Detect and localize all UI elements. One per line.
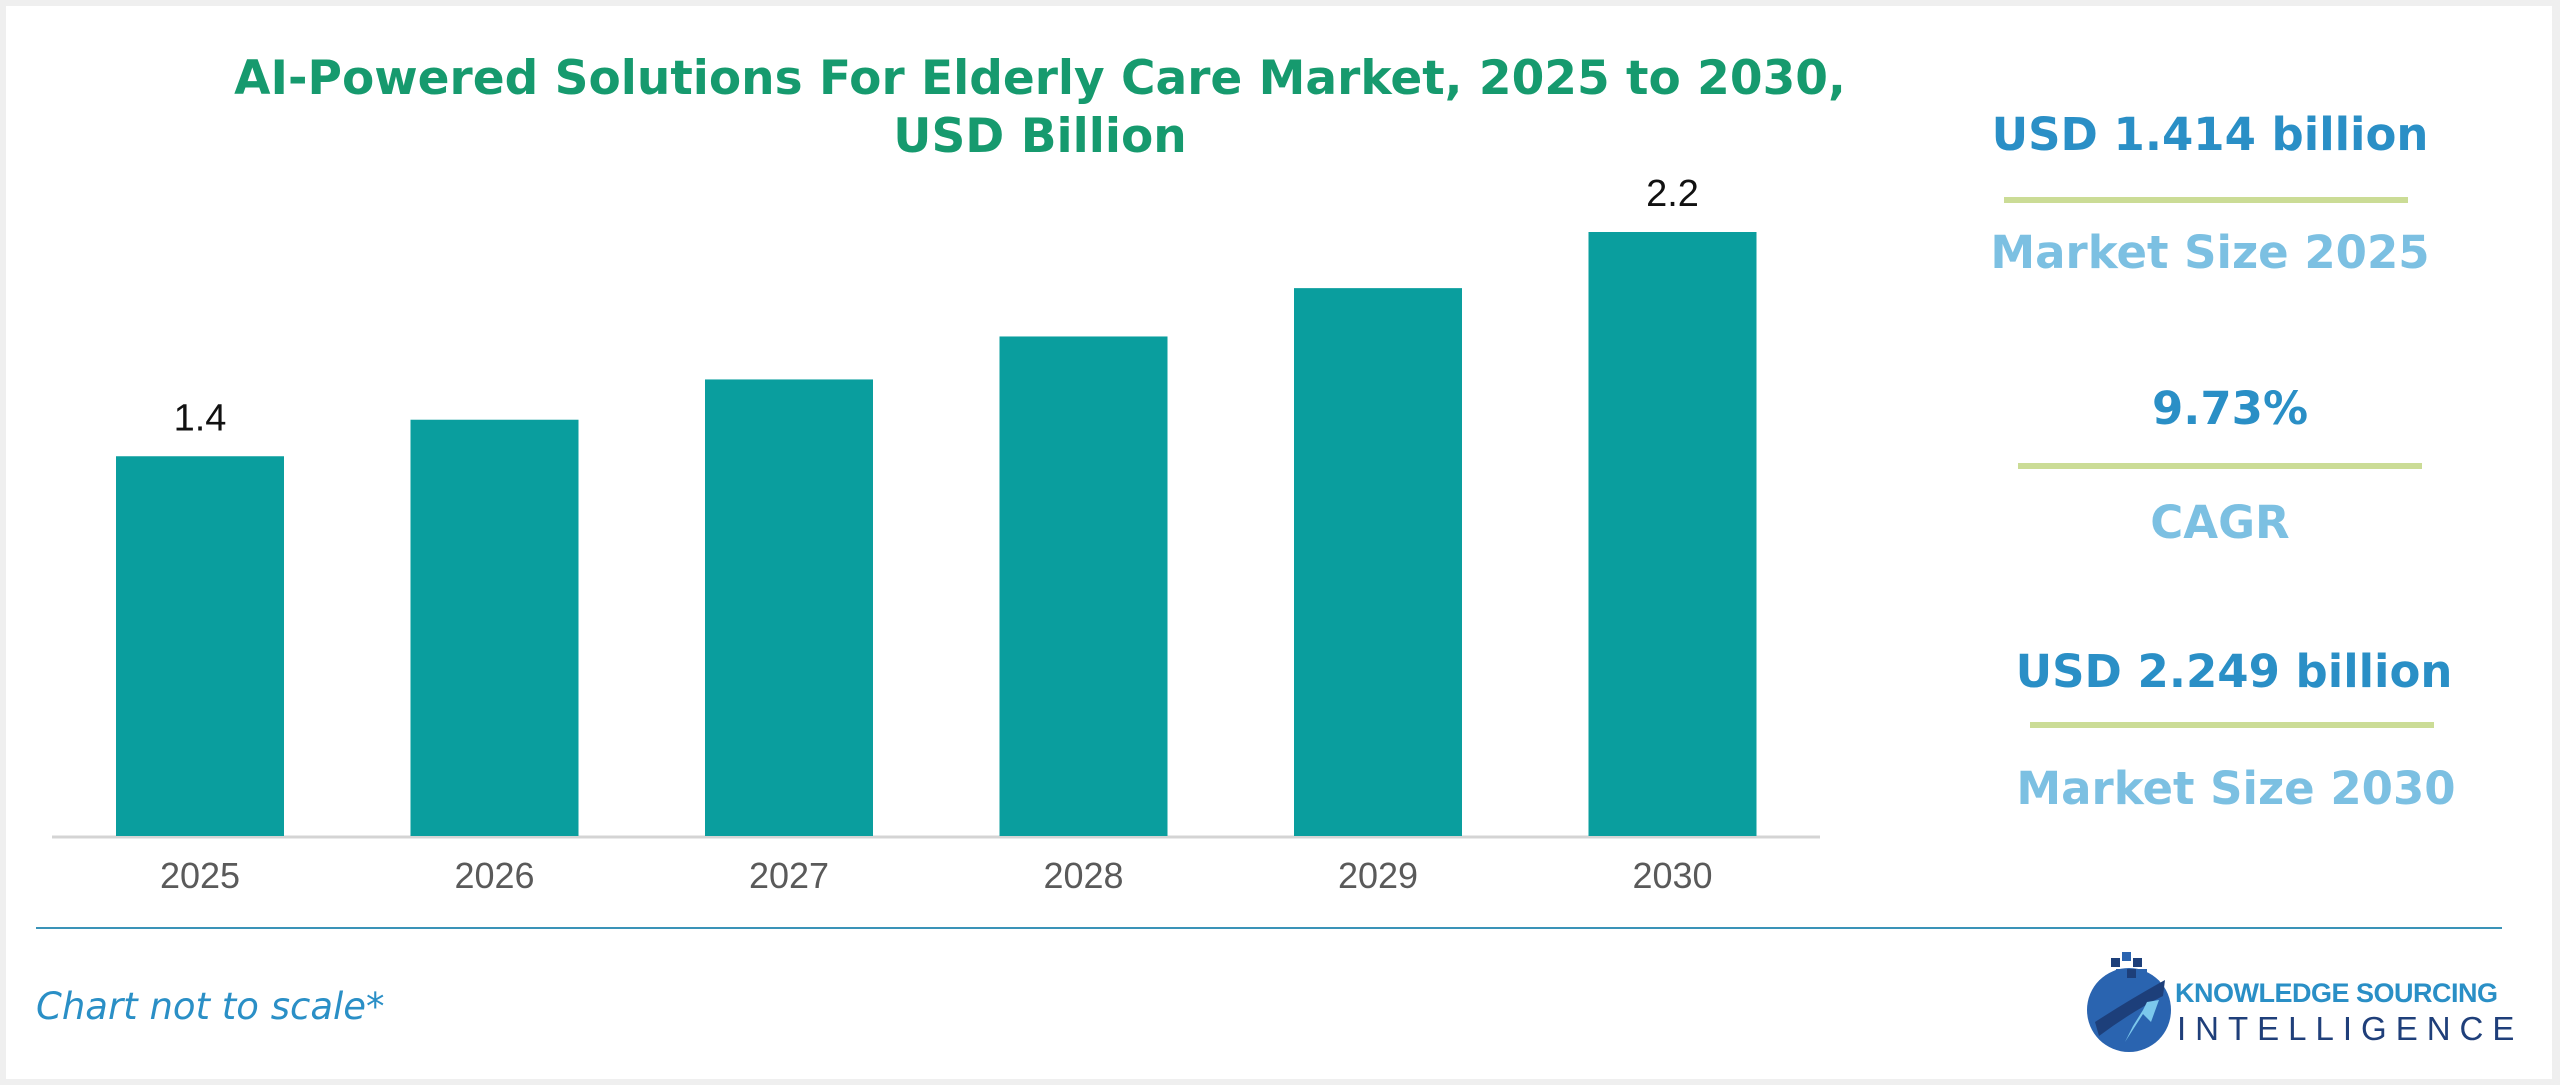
kpi-cagr-label: CAGR <box>2150 496 2290 549</box>
kpi-market-size-2030-label: Market Size 2030 <box>2016 762 2456 815</box>
company-logo: KNOWLEDGE SOURCING INTELLIGENCE <box>2085 940 2514 1060</box>
bar-2026 <box>410 419 579 836</box>
kpi-market-size-2025-label: Market Size 2025 <box>1990 226 2430 279</box>
chart-title-line-2: USD Billion <box>893 109 1187 164</box>
data-label-2025: 1.4 <box>174 397 227 439</box>
bar-2027 <box>705 379 873 836</box>
logo-icon <box>2087 952 2171 1052</box>
footer-divider <box>36 927 2502 929</box>
kpi-divider-1 <box>2004 197 2408 203</box>
bar-2029 <box>1294 288 1462 836</box>
kpi-cagr-value: 9.73% <box>2151 382 2309 435</box>
chart-title-line-1: AI-Powered Solutions For Elderly Care Ma… <box>234 51 1846 106</box>
kpi-market-size-2025-value: USD 1.414 billion <box>1991 108 2429 161</box>
logo-text-line-1: KNOWLEDGE SOURCING <box>2175 978 2498 1008</box>
bar-2025 <box>116 456 284 836</box>
data-label-2030: 2.2 <box>1646 173 1699 215</box>
footnote: Chart not to scale* <box>36 985 385 1028</box>
x-tick-label-2029: 2029 <box>1338 855 1418 896</box>
x-tick-label-2027: 2027 <box>749 855 829 896</box>
x-tick-label-2026: 2026 <box>454 855 534 896</box>
x-tick-label-2030: 2030 <box>1632 855 1712 896</box>
bar-2030 <box>1588 232 1757 836</box>
bar-chart: 2025 1.4 2026 2027 2028 2029 2030 2.2 <box>52 173 1820 896</box>
bar-2028 <box>999 336 1168 836</box>
kpi-divider-3 <box>2030 722 2434 728</box>
chart-title: AI-Powered Solutions For Elderly Care Ma… <box>180 50 1900 166</box>
kpi-market-size-2030-value: USD 2.249 billion <box>2015 645 2453 698</box>
x-tick-label-2028: 2028 <box>1043 855 1123 896</box>
kpi-divider-2 <box>2018 463 2422 469</box>
x-tick-label-2025: 2025 <box>160 855 240 896</box>
logo-text-line-2: INTELLIGENCE <box>2177 1010 2524 1047</box>
